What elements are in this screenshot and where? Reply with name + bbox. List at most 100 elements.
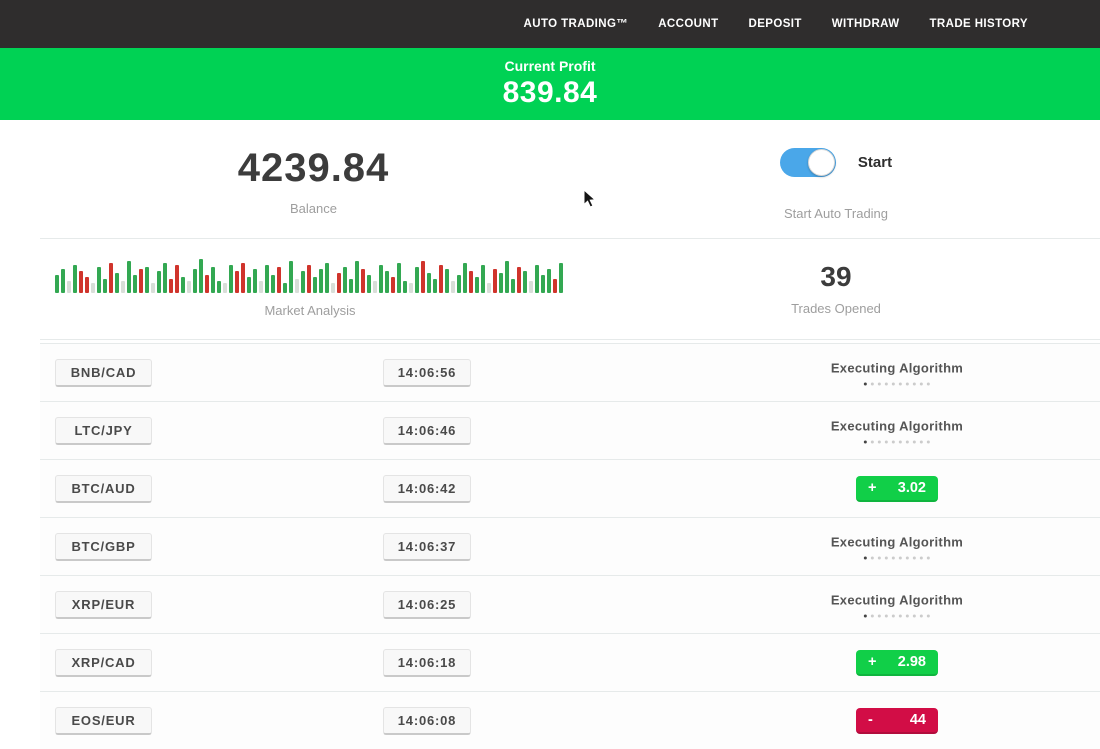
candle-bar [439, 265, 443, 293]
toggle-label: Start [857, 154, 893, 171]
candle-bar [217, 281, 221, 293]
trade-result-badge: - 44 [856, 707, 938, 734]
candle-bar [349, 279, 353, 293]
candle-bar [511, 279, 515, 293]
candle-bar [91, 283, 95, 293]
progress-dot [871, 382, 874, 385]
progress-dot [878, 614, 881, 617]
candle-bar [121, 281, 125, 293]
candle-bar [313, 277, 317, 293]
candle-bar [379, 265, 383, 293]
executing-algorithm-label: Executing Algorithm [830, 534, 964, 549]
trade-row: XRP/CAD 14:06:18 +2.98 [40, 633, 1100, 691]
candle-bar [295, 279, 299, 293]
candle-bar [103, 279, 107, 293]
candle-bar [169, 279, 173, 293]
candle-bar [541, 275, 545, 293]
candle-bar [385, 271, 389, 293]
candle-bar [427, 273, 431, 293]
candle-bar [409, 283, 413, 293]
progress-dot [892, 556, 895, 559]
nav-item-auto-trading[interactable]: AUTO TRADING™ [523, 18, 629, 30]
candle-bar [505, 261, 509, 293]
time-badge: 14:06:08 [383, 706, 471, 735]
progress-dot [871, 614, 874, 617]
candle-bar [73, 265, 77, 293]
section-divider [40, 238, 1100, 239]
candle-bar [175, 265, 179, 293]
candle-bar [145, 267, 149, 293]
pair-badge: EOS/EUR [55, 706, 152, 735]
time-badge: 14:06:56 [383, 358, 471, 387]
candle-bar [343, 267, 347, 293]
candle-bar [271, 275, 275, 293]
candle-bar [229, 265, 233, 293]
candle-bar [559, 263, 563, 293]
candle-bar [319, 269, 323, 293]
candle-bar [67, 281, 71, 293]
pair-badge: XRP/EUR [55, 590, 152, 619]
progress-dots [831, 382, 963, 385]
market-analysis-chart [55, 257, 565, 293]
pair-badge: XRP/CAD [55, 648, 152, 677]
trade-row: BTC/GBP 14:06:37 Executing Algorithm [40, 517, 1100, 575]
trade-row: EOS/EUR 14:06:08 - 44 [40, 691, 1100, 749]
result-amount: 44 [909, 711, 926, 728]
candle-bar [265, 265, 269, 293]
candle-bar [139, 269, 143, 293]
progress-dot [892, 440, 895, 443]
candle-bar [307, 265, 311, 293]
candle-bar [433, 279, 437, 293]
trade-status: Executing Algorithm [831, 592, 963, 617]
candle-bar [193, 269, 197, 293]
candle-bar [367, 275, 371, 293]
nav-item-deposit[interactable]: DEPOSIT [748, 18, 802, 30]
profit-label: Current Profit [504, 58, 596, 74]
candle-bar [277, 267, 281, 293]
result-sign: + [868, 653, 877, 670]
candle-bar [361, 269, 365, 293]
market-analysis-label: Market Analysis [264, 303, 356, 318]
progress-dot [871, 440, 874, 443]
trade-row: BNB/CAD 14:06:56 Executing Algorithm [40, 343, 1100, 401]
trade-status: Executing Algorithm [831, 534, 963, 559]
candle-bar [523, 271, 527, 293]
candle-bar [157, 271, 161, 293]
nav-item-trade-history[interactable]: TRADE HISTORY [929, 18, 1028, 30]
candle-bar [109, 263, 113, 293]
balance-block: 4239.84 Balance [0, 120, 627, 238]
candle-bar [115, 273, 119, 293]
trade-row: LTC/JPY 14:06:46 Executing Algorithm [40, 401, 1100, 459]
candle-bar [451, 281, 455, 293]
time-badge: 14:06:37 [383, 532, 471, 561]
progress-dot [878, 556, 881, 559]
trades-table: BNB/CAD 14:06:56 Executing Algorithm LTC/JP… [40, 343, 1100, 749]
progress-dot [906, 556, 909, 559]
candle-bar [529, 281, 533, 293]
candle-bar [397, 263, 401, 293]
trade-status: +3.02 [856, 475, 938, 502]
candle-bar [241, 263, 245, 293]
candle-bar [247, 277, 251, 293]
time-badge: 14:06:46 [383, 416, 471, 445]
auto-trading-toggle[interactable] [779, 148, 836, 177]
market-analysis-block: Market Analysis [0, 257, 627, 339]
progress-dot [913, 556, 916, 559]
progress-dot [899, 556, 902, 559]
nav-item-account[interactable]: ACCOUNT [658, 18, 719, 30]
progress-dots [831, 614, 963, 617]
profit-banner: Current Profit 839.84 [0, 48, 1100, 120]
progress-dot [920, 614, 923, 617]
toggle-knob [807, 149, 835, 176]
trades-opened-block: 39 Trades Opened [627, 257, 1100, 339]
candle-bar [211, 267, 215, 293]
candle-bar [499, 273, 503, 293]
progress-dot [885, 440, 888, 443]
candle-bar [127, 261, 131, 293]
nav-item-withdraw[interactable]: WITHDRAW [831, 18, 900, 30]
candle-bar [403, 281, 407, 293]
candle-bar [475, 277, 479, 293]
candle-bar [481, 265, 485, 293]
candle-bar [517, 267, 521, 293]
candle-bar [391, 277, 395, 293]
